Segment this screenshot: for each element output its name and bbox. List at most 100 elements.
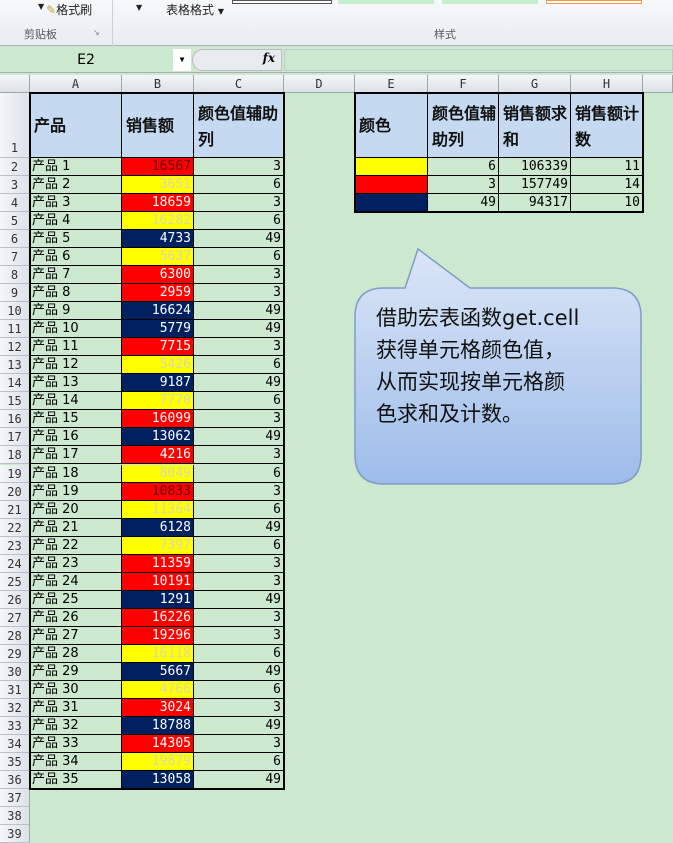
style-swatch[interactable] [338, 0, 434, 4]
row-header[interactable]: 33 [0, 716, 30, 735]
row-header[interactable]: 38 [0, 807, 30, 826]
name-box[interactable]: E2 [77, 52, 95, 68]
product-cell[interactable]: 产品 5 [30, 230, 122, 249]
summary-aux-cell[interactable]: 6 [428, 158, 499, 176]
table-format-button[interactable]: 表格格式 ▼ [166, 1, 224, 18]
fx-icon[interactable]: fx [262, 51, 275, 65]
product-cell[interactable]: 产品 29 [30, 662, 122, 681]
product-cell[interactable]: 产品 21 [30, 518, 122, 537]
row-header[interactable]: 31 [0, 680, 30, 699]
product-cell[interactable]: 产品 11 [30, 338, 122, 357]
product-cell[interactable]: 产品 7 [30, 266, 122, 285]
product-cell[interactable]: 产品 16 [30, 428, 122, 447]
product-cell[interactable]: 产品 25 [30, 590, 122, 609]
sales-cell[interactable]: 4766 [122, 680, 194, 699]
column-header-d[interactable]: D [284, 75, 355, 93]
style-swatch[interactable] [546, 0, 642, 4]
sales-cell[interactable]: 16118 [122, 644, 194, 663]
product-cell[interactable]: 产品 19 [30, 482, 122, 501]
row-header[interactable]: 25 [0, 572, 30, 591]
row-header[interactable]: 27 [0, 608, 30, 627]
row-header[interactable]: 15 [0, 392, 30, 411]
sales-cell[interactable]: 13058 [122, 771, 194, 790]
product-cell[interactable]: 产品 9 [30, 302, 122, 321]
sales-cell[interactable]: 16282 [122, 212, 194, 231]
product-cell[interactable]: 产品 27 [30, 626, 122, 645]
sales-cell[interactable]: 10191 [122, 572, 194, 591]
summary-aux-cell[interactable]: 3 [428, 176, 499, 195]
product-cell[interactable]: 产品 32 [30, 716, 122, 735]
product-cell[interactable]: 产品 14 [30, 392, 122, 411]
sales-cell[interactable]: 16099 [122, 410, 194, 429]
sales-cell[interactable]: 9187 [122, 374, 194, 393]
sales-cell[interactable]: 5637 [122, 248, 194, 267]
row-header[interactable]: 34 [0, 734, 30, 753]
row-header[interactable]: 28 [0, 626, 30, 645]
product-cell[interactable]: 产品 23 [30, 554, 122, 573]
row-header[interactable]: 17 [0, 428, 30, 447]
product-cell[interactable]: 产品 2 [30, 176, 122, 195]
product-cell[interactable]: 产品 28 [30, 644, 122, 663]
product-cell[interactable]: 产品 15 [30, 410, 122, 429]
row-header[interactable]: 21 [0, 500, 30, 519]
product-cell[interactable]: 产品 4 [30, 212, 122, 231]
row-header[interactable]: 35 [0, 752, 30, 771]
product-cell[interactable]: 产品 26 [30, 608, 122, 627]
product-cell[interactable]: 产品 10 [30, 320, 122, 339]
row-header[interactable]: 36 [0, 771, 30, 790]
row-header[interactable]: 14 [0, 374, 30, 393]
sales-cell[interactable]: 16226 [122, 608, 194, 627]
product-cell[interactable]: 产品 18 [30, 464, 122, 483]
color-swatch-cell[interactable] [355, 158, 428, 176]
product-cell[interactable]: 产品 34 [30, 752, 122, 771]
sales-cell[interactable]: 11364 [122, 500, 194, 519]
product-cell[interactable]: 产品 22 [30, 536, 122, 555]
product-cell[interactable]: 产品 13 [30, 374, 122, 393]
product-cell[interactable]: 产品 3 [30, 194, 122, 213]
sales-cell[interactable]: 10833 [122, 482, 194, 501]
product-cell[interactable]: 产品 1 [30, 158, 122, 176]
sales-cell[interactable]: 14305 [122, 734, 194, 753]
sales-cell[interactable]: 18659 [122, 194, 194, 213]
sales-cell[interactable]: 3024 [122, 698, 194, 717]
sales-cell[interactable]: 13062 [122, 428, 194, 447]
format-painter-button[interactable]: ✎格式刷 [46, 1, 92, 18]
conditional-format-dropdown-icon[interactable]: ▼ [136, 3, 143, 12]
paste-dropdown-icon[interactable]: ▼ [38, 2, 45, 11]
sales-cell[interactable]: 7397 [122, 536, 194, 555]
row-header[interactable]: 13 [0, 356, 30, 375]
summary-sum-cell[interactable]: 157749 [499, 176, 571, 195]
row-header[interactable]: 1 [0, 93, 30, 158]
sales-cell[interactable]: 5426 [122, 356, 194, 375]
sales-cell[interactable]: 11359 [122, 554, 194, 573]
product-cell[interactable]: 产品 24 [30, 572, 122, 591]
sales-cell[interactable]: 5667 [122, 662, 194, 681]
row-header[interactable]: 37 [0, 789, 30, 808]
sales-cell[interactable]: 3651 [122, 176, 194, 195]
sales-cell[interactable]: 5779 [122, 320, 194, 339]
name-box-dropdown-icon[interactable]: ▼ [173, 49, 191, 71]
row-header[interactable]: 23 [0, 536, 30, 555]
style-swatch[interactable] [442, 0, 538, 4]
sales-cell[interactable]: 18788 [122, 716, 194, 735]
style-swatch[interactable] [232, 0, 332, 4]
dialog-launcher-icon[interactable]: ↘ [93, 28, 100, 37]
product-cell[interactable]: 产品 30 [30, 680, 122, 699]
row-header[interactable]: 18 [0, 446, 30, 465]
sales-cell[interactable]: 16567 [122, 158, 194, 176]
row-header[interactable]: 20 [0, 482, 30, 501]
sales-cell[interactable]: 7715 [122, 338, 194, 357]
sales-cell[interactable]: 6300 [122, 266, 194, 285]
sales-cell[interactable]: 1291 [122, 590, 194, 609]
sales-cell[interactable]: 19879 [122, 752, 194, 771]
sales-cell[interactable]: 6128 [122, 518, 194, 537]
sales-cell[interactable]: 16624 [122, 302, 194, 321]
sales-cell[interactable]: 7770 [122, 392, 194, 411]
row-header[interactable]: 10 [0, 302, 30, 321]
summary-sum-cell[interactable]: 106339 [499, 158, 571, 176]
select-all-corner[interactable] [0, 75, 30, 93]
color-swatch-cell[interactable] [355, 176, 428, 195]
row-header[interactable]: 30 [0, 662, 30, 681]
sales-cell[interactable]: 19296 [122, 626, 194, 645]
product-cell[interactable]: 产品 17 [30, 446, 122, 465]
